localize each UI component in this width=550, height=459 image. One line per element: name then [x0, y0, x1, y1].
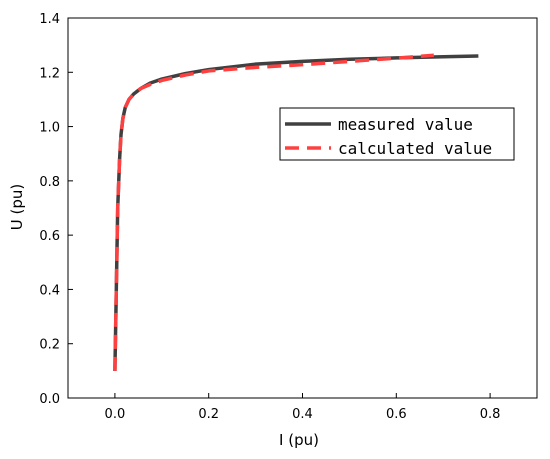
y-tick-label: 1.2: [39, 66, 60, 81]
y-tick-label: 1.4: [39, 12, 60, 27]
legend-box: [279, 107, 515, 161]
y-tick-label: 0.8: [39, 175, 60, 190]
series-layer: [113, 53, 479, 371]
x-tick-label: 0.0: [105, 407, 126, 422]
legend-label: calculated value: [338, 139, 492, 158]
legend-label: measured value: [338, 115, 473, 134]
x-tick-label: 0.4: [292, 407, 313, 422]
legend: measured value calculated value: [279, 107, 515, 161]
plot-frame: [67, 17, 538, 399]
series-calculated-line: [113, 53, 434, 371]
x-axis-title: I (pu): [279, 431, 319, 449]
y-tick-label: 0.4: [39, 283, 60, 298]
plot-area: [67, 17, 538, 399]
y-tick-label: 0.0: [39, 392, 60, 407]
axes-layer: 0.0 0.2 0.4 0.6 0.8 0.0 0.2 0.4 0.6 0.8 1.0 1.2 1.4: [39, 12, 500, 422]
series-measured-line: [113, 54, 479, 371]
y-tick-label: 1.0: [39, 121, 60, 136]
x-tick-label: 0.8: [480, 407, 501, 422]
y-axis-title: U (pu): [8, 184, 26, 230]
x-tick-label: 0.2: [198, 407, 219, 422]
y-tick-label: 0.2: [39, 338, 60, 353]
x-tick-label: 0.6: [386, 407, 407, 422]
y-tick-label: 0.6: [39, 229, 60, 244]
